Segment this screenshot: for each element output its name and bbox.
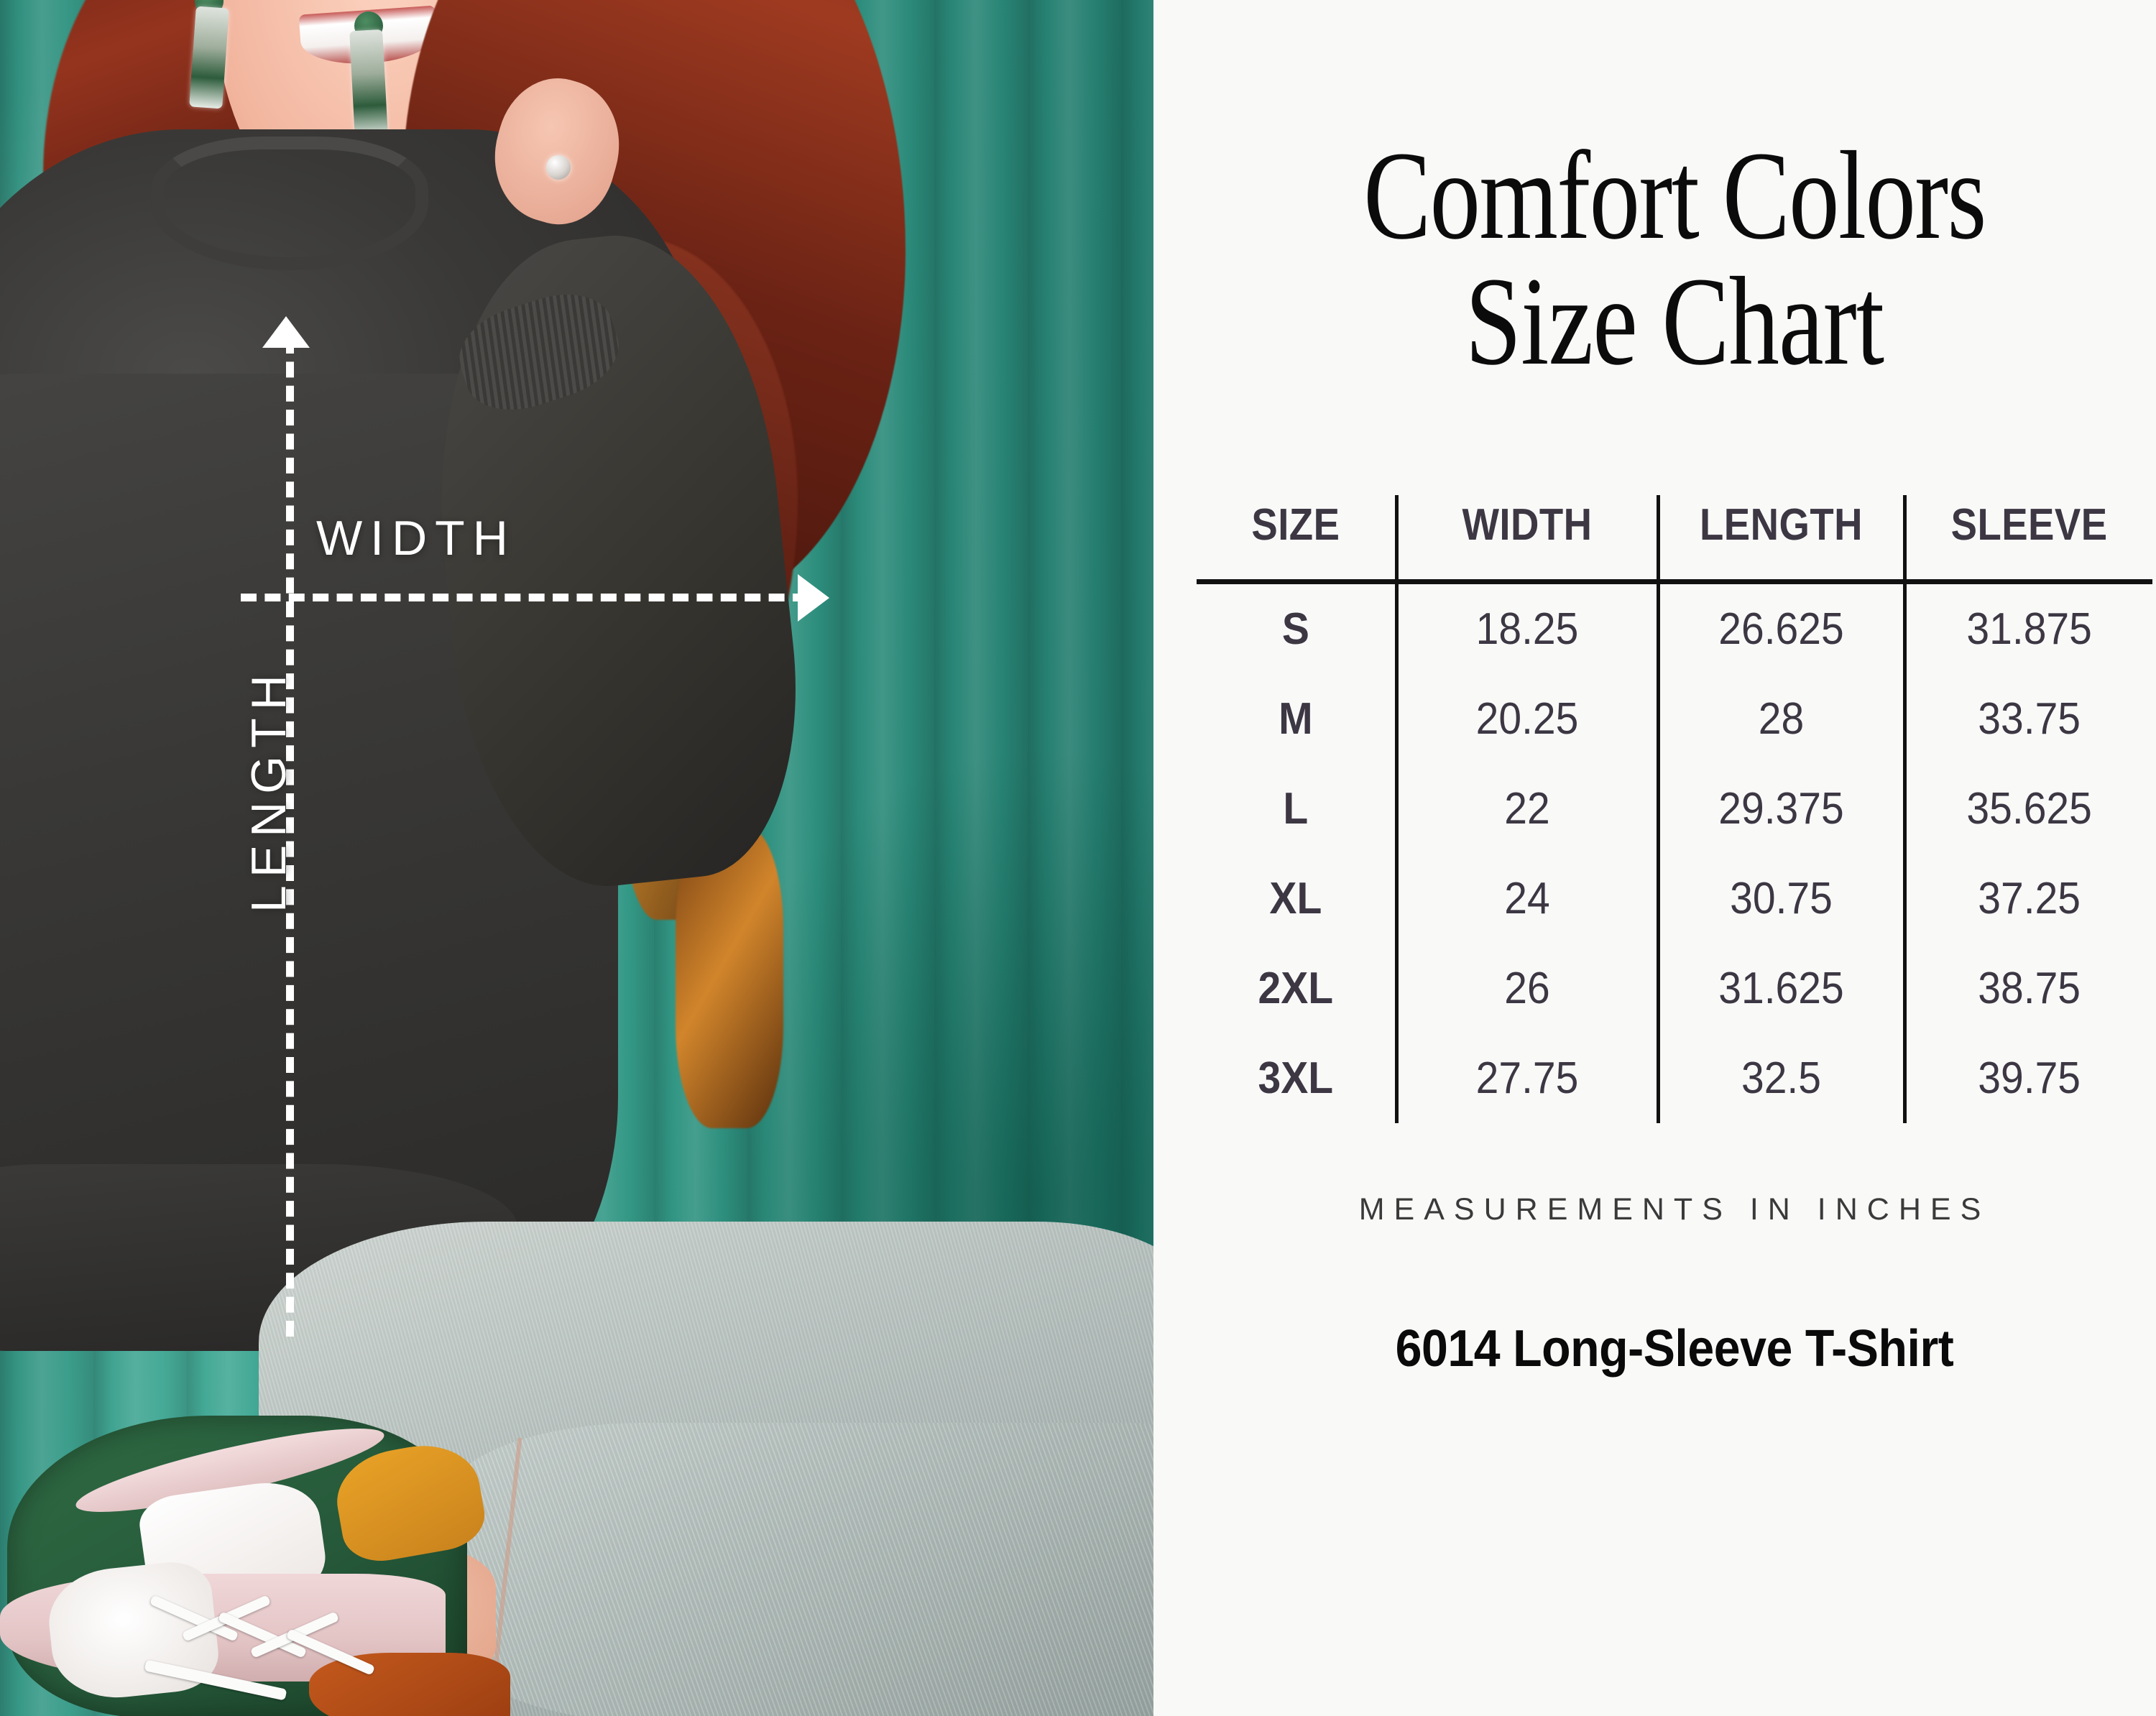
table-row: 2XL 26 31.625 38.75 (1197, 943, 2152, 1033)
cell-sleeve: 37.25 (1912, 853, 2143, 944)
cell-width: 27.75 (1405, 1033, 1648, 1123)
cell-length: 32.5 (1666, 1033, 1895, 1123)
cell-length: 26.625 (1666, 581, 1895, 674)
chart-panel: Comfort Colors Size Chart SIZE WIDTH LEN… (1153, 0, 2156, 1716)
title-line-1: Comfort Colors (1363, 126, 1986, 266)
size-chart-table: SIZE WIDTH LENGTH SLEEVE S 18.25 26.625 … (1197, 494, 2152, 1123)
cell-length: 30.75 (1666, 853, 1895, 944)
cell-width: 26 (1405, 943, 1648, 1033)
measurement-units-note: MEASUREMENTS IN INCHES (1358, 1191, 1991, 1227)
lucky-earring-right (349, 29, 388, 139)
cell-size: L (1283, 783, 1309, 834)
table-body: S 18.25 26.625 31.875 M 20.25 28 33.75 L… (1197, 581, 2152, 1123)
cell-size: S (1281, 604, 1309, 654)
cell-size: M (1279, 693, 1313, 744)
cell-length: 28 (1666, 673, 1895, 764)
table-row: L 22 29.375 35.625 (1197, 763, 2152, 854)
cell-width: 22 (1405, 763, 1648, 854)
column-header-size: SIZE (1251, 499, 1340, 550)
lucky-earring-left (189, 6, 229, 109)
table-row: XL 24 30.75 37.25 (1197, 853, 2152, 944)
model-jeans-leg (446, 1423, 1153, 1716)
model-ring (546, 155, 571, 180)
table-header: SIZE WIDTH LENGTH SLEEVE (1197, 494, 2152, 582)
cell-width: 18.25 (1405, 581, 1648, 674)
cell-width: 24 (1405, 853, 1648, 944)
tshirt-collar (151, 137, 428, 270)
product-name: 6014 Long-Sleeve T-Shirt (1395, 1319, 1954, 1378)
table-row: M 20.25 28 33.75 (1197, 673, 2152, 764)
table-header-row: SIZE WIDTH LENGTH SLEEVE (1197, 494, 2152, 582)
table-row: 3XL 27.75 32.5 39.75 (1197, 1033, 2152, 1123)
cell-sleeve: 39.75 (1912, 1033, 2143, 1123)
cell-width: 20.25 (1405, 673, 1648, 764)
cell-size: XL (1269, 873, 1322, 923)
page-title: Comfort Colors Size Chart (1197, 126, 2152, 392)
cell-sleeve: 38.75 (1912, 943, 2143, 1033)
cell-size: 2XL (1258, 963, 1334, 1013)
product-photo: WIDTH LENGTH (0, 0, 1153, 1716)
cell-sleeve: 31.875 (1912, 581, 2143, 674)
title-line-2: Size Chart (1465, 252, 1884, 392)
cell-sleeve: 35.625 (1912, 763, 2143, 854)
table-row: S 18.25 26.625 31.875 (1197, 581, 2152, 674)
column-header-width: WIDTH (1410, 494, 1643, 582)
sneaker-accent (309, 1653, 510, 1716)
column-header-sleeve: SLEEVE (1917, 494, 2138, 582)
cell-sleeve: 33.75 (1912, 673, 2143, 764)
cell-length: 31.625 (1666, 943, 1895, 1033)
cell-size: 3XL (1258, 1053, 1334, 1103)
cell-length: 29.375 (1666, 763, 1895, 854)
column-header-length: LENGTH (1671, 494, 1890, 582)
